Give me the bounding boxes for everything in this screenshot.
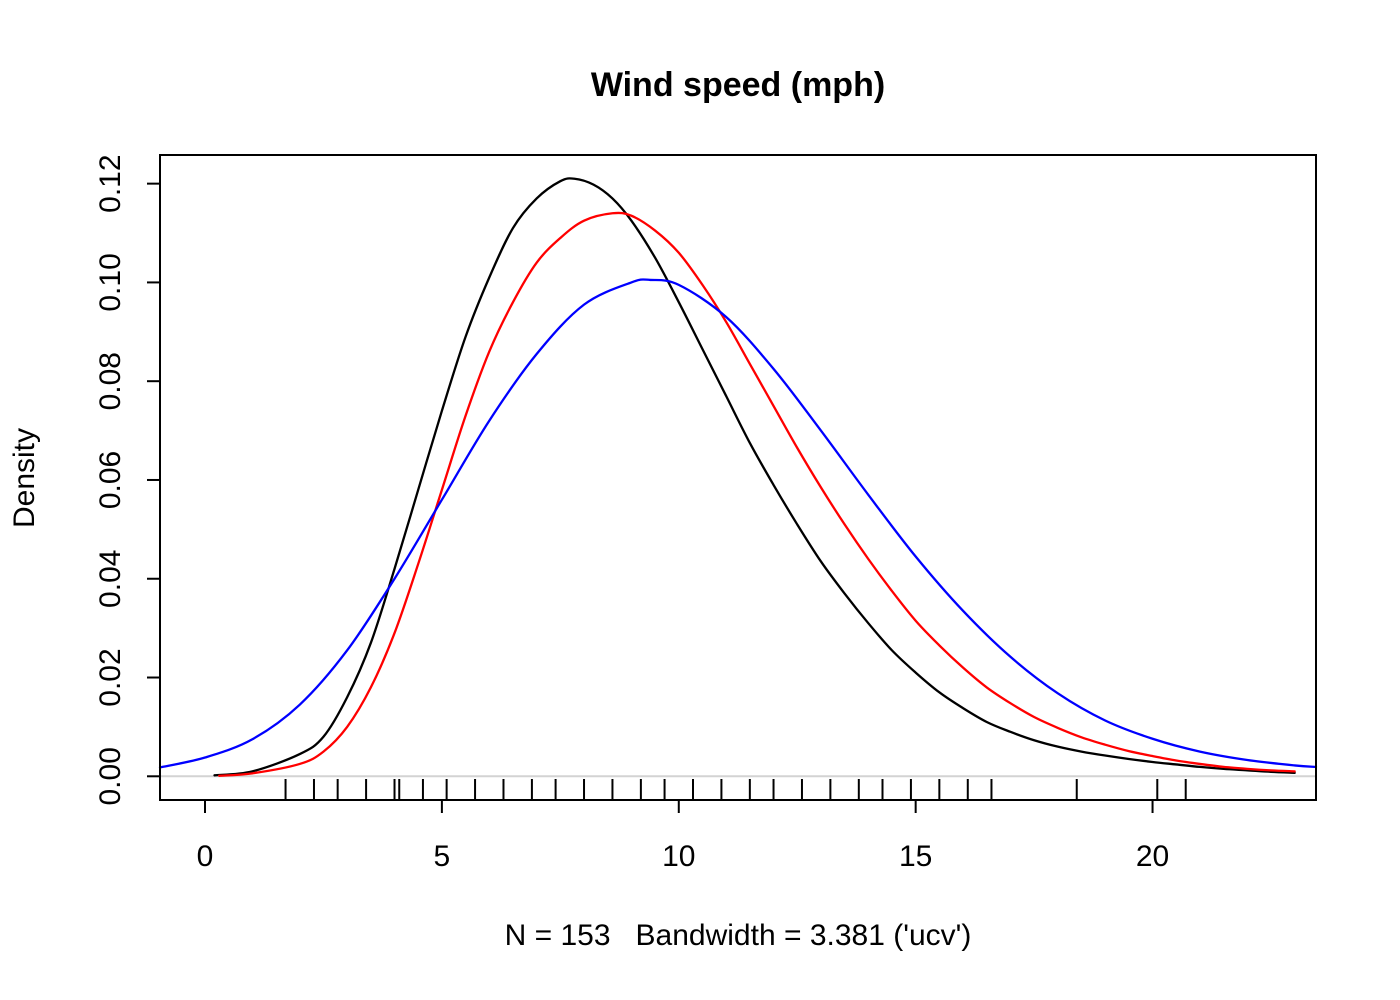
y-tick-label: 0.08 (94, 352, 127, 410)
y-tick-label: 0.10 (94, 253, 127, 311)
plot-box (159, 154, 1317, 801)
y-axis-title: Density (8, 428, 41, 528)
y-tick-label: 0.02 (94, 648, 127, 706)
y-tick-label: 0.12 (94, 154, 127, 212)
x-tick-label: 0 (197, 840, 214, 873)
x-axis-caption: N = 153 Bandwidth = 3.381 ('ucv') (505, 919, 972, 952)
curve-density-black (213, 177, 1296, 777)
chart-title: Wind speed (mph) (591, 66, 885, 104)
y-tick-label: 0.04 (94, 550, 127, 608)
y-tick-label: 0.06 (94, 451, 127, 509)
x-tick-label: 20 (1136, 840, 1169, 873)
curve-density-blue (158, 278, 1318, 769)
plot-area: 0 5 10 15 20 0.00 0.02 0.04 0.06 0.08 0.10 0.12 (94, 154, 1318, 873)
curve-density-red (218, 211, 1296, 777)
x-tick-label: 10 (662, 840, 695, 873)
x-tick-label: 15 (899, 840, 932, 873)
x-tick-label: 5 (434, 840, 451, 873)
y-tick-label: 0.00 (94, 747, 127, 805)
